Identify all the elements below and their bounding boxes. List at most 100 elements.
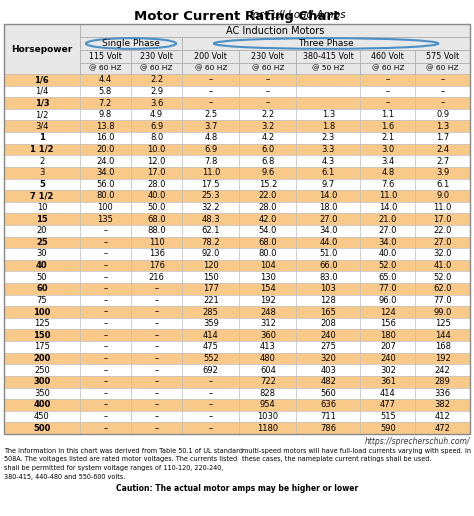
Bar	[296, 63, 361, 74]
Bar	[80, 143, 131, 155]
Text: AC Induction Motors: AC Induction Motors	[226, 25, 324, 36]
Text: 40.0: 40.0	[379, 250, 397, 259]
Text: 508A. The voltages listed are rated motor voltages. The currents listed: 508A. The voltages listed are rated moto…	[4, 457, 237, 462]
Text: 124: 124	[380, 308, 396, 316]
Bar	[296, 155, 361, 167]
Text: multi-speed motors will have full-load currents varying with speed. In: multi-speed motors will have full-load c…	[242, 448, 471, 454]
Bar	[131, 330, 182, 341]
Text: 92.0: 92.0	[201, 250, 220, 259]
Text: 2: 2	[39, 156, 45, 166]
Text: 165: 165	[320, 308, 337, 316]
Text: 412: 412	[435, 412, 450, 421]
Text: 722: 722	[260, 377, 276, 386]
Bar	[4, 213, 80, 225]
Bar	[182, 236, 239, 248]
Text: 590: 590	[380, 424, 396, 433]
Text: –: –	[386, 75, 390, 84]
Text: 130: 130	[260, 273, 276, 282]
Bar	[415, 143, 470, 155]
Text: 1 1/2: 1 1/2	[30, 145, 54, 154]
Bar	[4, 109, 80, 120]
Text: 221: 221	[203, 296, 219, 305]
Text: –: –	[103, 250, 108, 259]
Text: –: –	[266, 75, 270, 84]
Text: 3.2: 3.2	[261, 122, 274, 131]
Bar	[131, 364, 182, 376]
Bar	[361, 132, 415, 143]
Bar	[415, 97, 470, 109]
Bar	[361, 353, 415, 364]
Text: 115 Volt: 115 Volt	[89, 52, 122, 61]
Text: –: –	[103, 261, 108, 270]
Bar	[4, 295, 80, 307]
Bar	[80, 202, 131, 213]
Bar	[239, 120, 296, 132]
Bar	[361, 364, 415, 376]
Text: shall be permitted for system voltage ranges of 110-120, 220-240,: shall be permitted for system voltage ra…	[4, 465, 223, 471]
Bar	[4, 260, 80, 271]
Bar	[361, 155, 415, 167]
Text: 336: 336	[435, 389, 451, 398]
Bar	[361, 330, 415, 341]
Bar	[296, 167, 361, 179]
Bar	[361, 167, 415, 179]
Text: 3.7: 3.7	[204, 122, 218, 131]
Bar	[80, 120, 131, 132]
Text: 1/6: 1/6	[35, 75, 49, 84]
Text: 3.9: 3.9	[436, 168, 449, 177]
Bar	[415, 179, 470, 190]
Bar	[361, 236, 415, 248]
Bar	[131, 120, 182, 132]
Text: 413: 413	[260, 343, 276, 351]
Text: 275: 275	[320, 343, 337, 351]
Text: –: –	[103, 343, 108, 351]
Text: 2.3: 2.3	[322, 133, 335, 142]
Bar	[239, 86, 296, 97]
Bar	[361, 109, 415, 120]
Text: 604: 604	[260, 366, 276, 375]
Text: 450: 450	[34, 412, 50, 421]
Text: 6.1: 6.1	[322, 168, 335, 177]
Bar	[296, 260, 361, 271]
Bar	[4, 167, 80, 179]
Text: 180: 180	[380, 331, 396, 340]
Bar	[296, 74, 361, 86]
Text: 17.0: 17.0	[147, 168, 166, 177]
Bar	[361, 399, 415, 411]
Text: 302: 302	[380, 366, 396, 375]
Bar	[361, 190, 415, 202]
Bar	[80, 37, 182, 50]
Bar	[4, 24, 470, 434]
Bar	[80, 132, 131, 143]
Text: 136: 136	[149, 250, 164, 259]
Text: 403: 403	[320, 366, 337, 375]
Bar	[239, 248, 296, 260]
Bar	[415, 63, 470, 74]
Text: 7.8: 7.8	[204, 156, 218, 166]
Text: 175: 175	[34, 343, 50, 351]
Text: 20.0: 20.0	[96, 145, 115, 154]
Bar	[415, 307, 470, 318]
Bar	[415, 295, 470, 307]
Bar	[182, 155, 239, 167]
Bar	[131, 50, 182, 63]
Text: 2.9: 2.9	[150, 87, 163, 96]
Bar	[415, 202, 470, 213]
Text: 80.0: 80.0	[259, 250, 277, 259]
Text: 15.2: 15.2	[259, 180, 277, 189]
Bar	[4, 132, 80, 143]
Bar	[80, 330, 131, 341]
Text: 4.9: 4.9	[150, 110, 163, 119]
Bar	[80, 225, 131, 236]
Bar	[80, 109, 131, 120]
Bar	[361, 341, 415, 353]
Bar	[80, 190, 131, 202]
Bar	[296, 364, 361, 376]
Text: 477: 477	[380, 400, 396, 410]
Text: 11.0: 11.0	[201, 168, 220, 177]
Text: 25.3: 25.3	[201, 191, 220, 200]
Bar	[415, 423, 470, 434]
Text: 1.8: 1.8	[322, 122, 335, 131]
Bar	[296, 248, 361, 260]
Text: 56.0: 56.0	[96, 180, 115, 189]
